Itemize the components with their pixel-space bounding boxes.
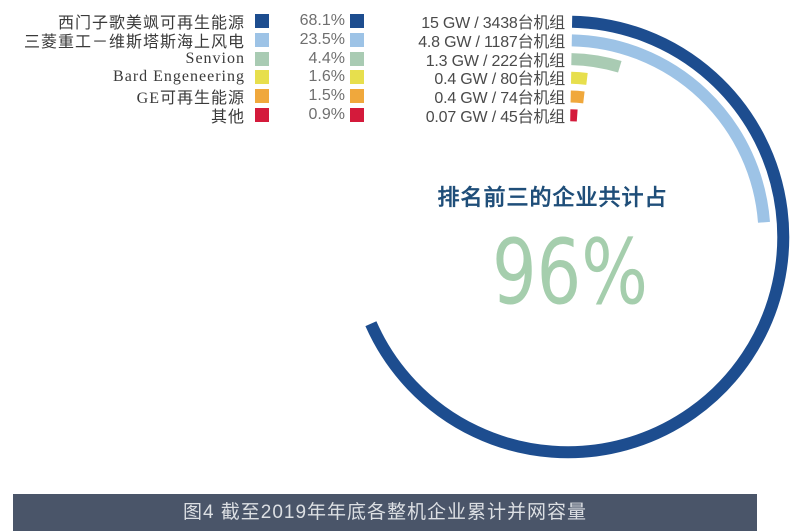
share-percent: 23.5% bbox=[299, 31, 345, 49]
color-swatch bbox=[255, 14, 269, 29]
capacity-value: 0.4 GW / 74台机组 bbox=[434, 90, 565, 108]
share-percent: 1.6% bbox=[308, 68, 345, 86]
share-percent: 68.1% bbox=[299, 12, 345, 30]
capacity-value: 1.3 GW / 222台机组 bbox=[425, 52, 565, 70]
legend-row-senvion: Senvion 4.4% 1.3 GW / 222台机组 bbox=[0, 49, 570, 70]
legend-row-siemens-gamesa: 西门子歌美飒可再生能源 68.1% 15 GW / 3438台机组 bbox=[0, 12, 570, 33]
company-label: 其他 bbox=[210, 108, 245, 126]
color-swatch bbox=[255, 33, 269, 48]
company-label: 西门子歌美飒可再生能源 bbox=[57, 15, 245, 33]
color-swatch bbox=[255, 107, 269, 122]
company-label: GE可再生能源 bbox=[136, 90, 245, 108]
donut-arc-2 bbox=[571, 53, 622, 73]
legend-row-bard: Bard Engeneering 1.6% 0.4 GW / 80台机组 bbox=[0, 68, 570, 89]
color-swatch bbox=[350, 70, 364, 85]
share-percent: 4.4% bbox=[308, 49, 345, 67]
color-swatch bbox=[350, 51, 364, 66]
company-label: 三菱重工－维斯塔斯海上风电 bbox=[23, 34, 245, 52]
donut-arc-4 bbox=[570, 90, 585, 104]
legend-row-others: 其他 0.9% 0.07 GW / 45台机组 bbox=[0, 105, 570, 126]
legend: 西门子歌美飒可再生能源 68.1% 15 GW / 3438台机组 三菱重工－维… bbox=[0, 12, 570, 126]
color-swatch bbox=[350, 107, 364, 122]
capacity-value: 15 GW / 3438台机组 bbox=[421, 15, 565, 33]
color-swatch bbox=[350, 33, 364, 48]
figure-caption-text: 图4 截至2019年年底各整机企业累计并网容量 bbox=[182, 502, 588, 523]
donut-arc-3 bbox=[570, 71, 588, 85]
legend-row-mhi-vestas: 三菱重工－维斯塔斯海上风电 23.5% 4.8 GW / 1187台机组 bbox=[0, 31, 570, 52]
legend-row-ge: GE可再生能源 1.5% 0.4 GW / 74台机组 bbox=[0, 87, 570, 108]
capacity-value: 4.8 GW / 1187台机组 bbox=[418, 34, 565, 52]
color-swatch bbox=[350, 14, 364, 29]
figure-caption-bar: 图4 截至2019年年底各整机企业累计并网容量 bbox=[13, 494, 757, 531]
capacity-value: 0.07 GW / 45台机组 bbox=[425, 108, 565, 126]
color-swatch bbox=[255, 51, 269, 66]
color-swatch bbox=[255, 89, 269, 104]
top-three-share-value: 96% bbox=[491, 220, 649, 325]
share-percent: 1.5% bbox=[308, 87, 345, 105]
company-label: Senvion bbox=[185, 49, 245, 67]
donut-arc-1 bbox=[571, 34, 770, 223]
color-swatch bbox=[255, 70, 269, 85]
donut-arc-0 bbox=[365, 15, 790, 459]
share-percent: 0.9% bbox=[308, 105, 345, 123]
capacity-value: 0.4 GW / 80台机组 bbox=[434, 71, 565, 89]
top-three-share-label: 排名前三的企业共计占 bbox=[437, 185, 668, 210]
color-swatch bbox=[350, 89, 364, 104]
company-label: Bard Engeneering bbox=[113, 68, 245, 86]
